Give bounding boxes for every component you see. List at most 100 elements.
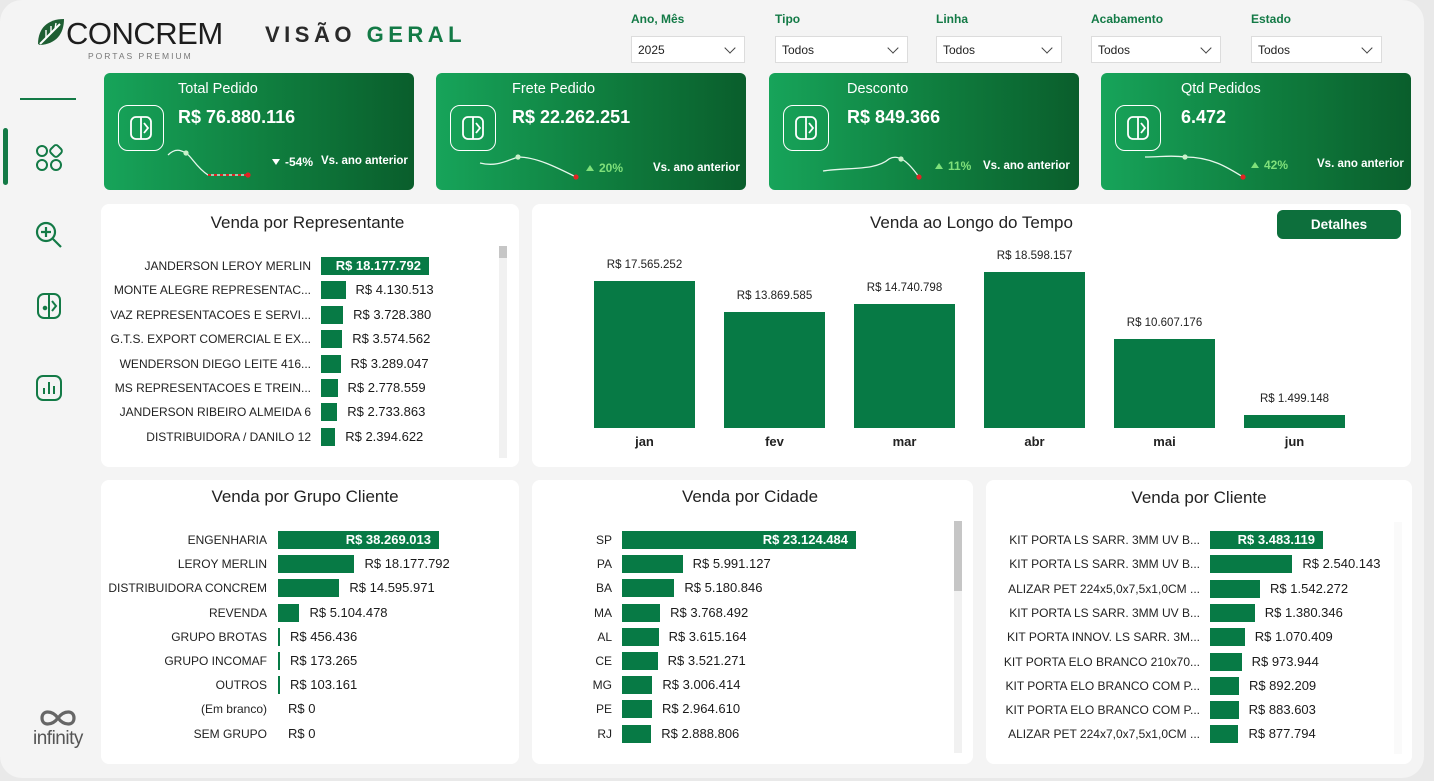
representante-row[interactable]: JANDERSON RIBEIRO ALMEIDA 6 R$ 2.733.863 bbox=[101, 402, 501, 422]
cidade-row-value: R$ 3.615.164 bbox=[668, 628, 747, 644]
kpi-title: Frete Pedido bbox=[512, 81, 596, 97]
cidade-row-label: PE bbox=[595, 702, 612, 717]
scrollbar[interactable] bbox=[499, 246, 507, 458]
kpi-vs: Vs. ano anterior bbox=[983, 160, 1070, 172]
tempo-bar[interactable] bbox=[854, 304, 955, 428]
cliente-row-bar bbox=[1210, 579, 1261, 598]
tempo-bar[interactable] bbox=[984, 272, 1085, 428]
cidade-row[interactable]: RJ R$ 2.888.806 bbox=[532, 724, 952, 744]
cidade-row-bar bbox=[622, 627, 659, 646]
grupo-row-label: GRUPO INCOMAF bbox=[164, 654, 267, 668]
scrollbar-thumb[interactable] bbox=[954, 521, 962, 591]
tempo-category-label: fev bbox=[765, 434, 784, 449]
cliente-row-value: R$ 883.603 bbox=[1248, 702, 1316, 718]
cliente-row[interactable]: KIT PORTA LS SARR. 3MM UV B... R$ 1.380.3… bbox=[986, 603, 1394, 623]
bar-chart-icon[interactable] bbox=[34, 373, 64, 403]
cliente-row[interactable]: KIT PORTA LS SARR. 3MM UV B... R$ 2.540.1… bbox=[986, 554, 1394, 574]
cidade-row[interactable]: BA R$ 5.180.846 bbox=[532, 578, 952, 598]
door-icon[interactable] bbox=[34, 291, 64, 321]
scrollbar-thumb[interactable] bbox=[499, 246, 507, 258]
representante-row-bar bbox=[321, 330, 343, 349]
cidade-row[interactable]: CE R$ 3.521.271 bbox=[532, 651, 952, 671]
tempo-bar[interactable] bbox=[1244, 415, 1345, 428]
cliente-row[interactable]: ALIZAR PET 224x5,0x7,5x1,0CM ... R$ 1.542… bbox=[986, 579, 1394, 599]
cliente-row-label: ALIZAR PET 224x5,0x7,5x1,0CM ... bbox=[1008, 581, 1200, 596]
cidade-row-bar bbox=[622, 603, 661, 622]
sidebar-active-indicator bbox=[3, 128, 8, 185]
detalhes-button[interactable]: Detalhes bbox=[1277, 210, 1401, 239]
arrow-down-icon bbox=[272, 159, 280, 165]
cidade-row[interactable]: PE R$ 2.964.610 bbox=[532, 699, 952, 719]
grupo-row-value: R$ 5.104.478 bbox=[309, 604, 388, 620]
cidade-row[interactable]: PA R$ 5.991.127 bbox=[532, 554, 952, 574]
panel-title: Venda por Grupo Cliente bbox=[211, 487, 399, 506]
panel-title: Venda por Cliente bbox=[1131, 488, 1267, 507]
grid-icon[interactable] bbox=[34, 143, 64, 173]
grupo-row[interactable]: REVENDA R$ 5.104.478 bbox=[101, 603, 501, 623]
zoom-in-icon[interactable] bbox=[34, 220, 64, 250]
grupo-row[interactable]: GRUPO INCOMAF R$ 173.265 bbox=[101, 651, 501, 671]
representante-row[interactable]: MONTE ALEGRE REPRESENTAC... R$ 4.130.513 bbox=[101, 280, 501, 300]
scrollbar[interactable] bbox=[954, 521, 962, 753]
kpi-title: Qtd Pedidos bbox=[1181, 81, 1261, 97]
cliente-row-bar bbox=[1210, 652, 1242, 671]
cliente-row-value: R$ 1.070.409 bbox=[1254, 629, 1333, 645]
cliente-row-value: R$ 877.794 bbox=[1248, 726, 1316, 742]
representante-row[interactable]: DISTRIBUIDORA / DANILO 12 R$ 2.394.622 bbox=[101, 427, 501, 447]
cliente-row[interactable]: ALIZAR PET 224x7,0x7,5x1,0CM ... R$ 877.7… bbox=[986, 724, 1394, 744]
cidade-row[interactable]: MG R$ 3.006.414 bbox=[532, 675, 952, 695]
grupo-row[interactable]: SEM GRUPO R$ 0 bbox=[101, 724, 501, 744]
grupo-row[interactable]: OUTROS R$ 103.161 bbox=[101, 675, 501, 695]
grupo-row-label: OUTROS bbox=[215, 678, 267, 693]
cliente-row[interactable]: KIT PORTA ELO BRANCO COM P... R$ 883.603 bbox=[986, 700, 1394, 720]
grupo-row[interactable]: LEROY MERLIN R$ 18.177.792 bbox=[101, 554, 501, 574]
kpi-value: R$ 76.880.116 bbox=[178, 107, 296, 127]
cliente-row-label: KIT PORTA LS SARR. 3MM UV B... bbox=[1009, 533, 1200, 547]
representante-row[interactable]: WENDERSON DIEGO LEITE 416... R$ 3.289.047 bbox=[101, 354, 501, 374]
cliente-row[interactable]: KIT PORTA ELO BRANCO 210x70... R$ 973.944 bbox=[986, 652, 1394, 672]
grupo-row[interactable]: GRUPO BROTAS R$ 456.436 bbox=[101, 627, 501, 647]
filter-tipo-select[interactable]: Todos bbox=[775, 36, 908, 63]
tempo-bar[interactable] bbox=[724, 311, 825, 428]
grupo-row[interactable]: ENGENHARIA R$ 38.269.013 bbox=[101, 530, 501, 550]
representante-row[interactable]: G.T.S. EXPORT COMERCIAL E EX... R$ 3.574.… bbox=[101, 329, 501, 349]
cidade-row-label: MA bbox=[594, 605, 612, 620]
cidade-row-value: R$ 5.180.846 bbox=[684, 580, 763, 596]
representante-row-bar bbox=[321, 305, 344, 324]
grupo-row-label: (Em branco) bbox=[200, 702, 267, 717]
representante-row[interactable]: JANDERSON LEROY MERLIN R$ 18.177.792 bbox=[101, 256, 501, 276]
filter-label: Acabamento bbox=[1091, 12, 1164, 26]
cliente-row[interactable]: KIT PORTA ELO BRANCO COM P... R$ 892.209 bbox=[986, 676, 1394, 696]
kpi-delta-value: 11% bbox=[948, 159, 972, 173]
cliente-row-label: KIT PORTA LS SARR. 3MM UV B... bbox=[1009, 557, 1200, 572]
filter-estado-select[interactable]: Todos bbox=[1251, 36, 1382, 63]
kpi-delta: 11% bbox=[935, 159, 971, 173]
filter-label: Estado bbox=[1251, 12, 1292, 26]
grupo-row[interactable]: DISTRIBUIDORA CONCREM R$ 14.595.971 bbox=[101, 578, 501, 598]
representante-row[interactable]: MS REPRESENTACOES E TREIN... R$ 2.778.559 bbox=[101, 378, 501, 398]
cliente-row[interactable]: KIT PORTA LS SARR. 3MM UV B... R$ 3.483.1… bbox=[986, 530, 1394, 550]
cidade-row[interactable]: MA R$ 3.768.492 bbox=[532, 603, 952, 623]
filter-ano-mes-select[interactable]: 2025 bbox=[631, 36, 745, 63]
cidade-row-label: PA bbox=[596, 557, 612, 572]
cliente-row[interactable]: KIT PORTA INNOV. LS SARR. 3M... R$ 1.070.… bbox=[986, 627, 1394, 647]
cidade-row[interactable]: SP R$ 23.124.484 bbox=[532, 530, 952, 550]
kpi-delta-value: -54% bbox=[285, 155, 314, 169]
grupo-row-value: R$ 14.595.971 bbox=[349, 580, 435, 596]
representante-row[interactable]: VAZ REPRESENTACOES E SERVI... R$ 3.728.38… bbox=[101, 305, 501, 325]
representante-row-bar bbox=[321, 281, 346, 300]
grupo-row[interactable]: (Em branco) R$ 0 bbox=[101, 699, 501, 719]
cidade-row[interactable]: AL R$ 3.615.164 bbox=[532, 627, 952, 647]
scrollbar[interactable] bbox=[1394, 522, 1402, 754]
grupo-row-value: R$ 0 bbox=[288, 725, 316, 741]
tempo-category-label: mar bbox=[892, 434, 917, 449]
grupo-row-bar bbox=[278, 531, 439, 549]
cidade-row-label: MG bbox=[592, 678, 612, 693]
tempo-bar[interactable] bbox=[1114, 339, 1215, 428]
filter-acabamento-select[interactable]: Todos bbox=[1091, 36, 1221, 63]
representante-row-value: R$ 4.130.513 bbox=[355, 282, 434, 298]
tempo-bar[interactable] bbox=[594, 280, 695, 428]
filter-linha-select[interactable]: Todos bbox=[936, 36, 1062, 63]
representante-row-label: JANDERSON RIBEIRO ALMEIDA 6 bbox=[119, 405, 311, 420]
arrow-up-icon bbox=[1251, 162, 1259, 168]
